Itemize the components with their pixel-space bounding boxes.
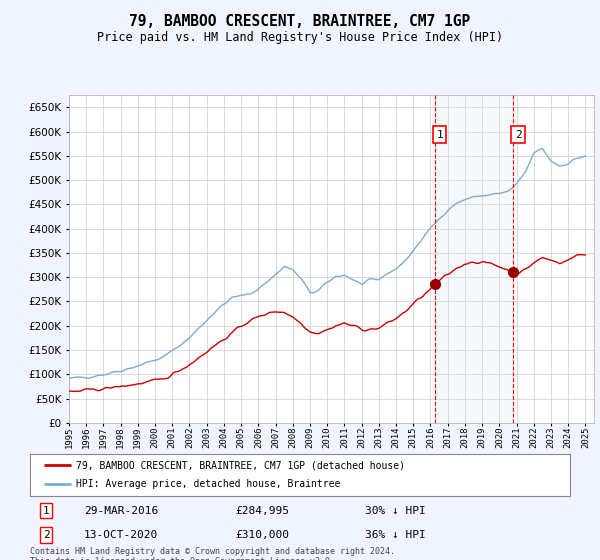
Text: £284,995: £284,995 [235,506,289,516]
Text: 36% ↓ HPI: 36% ↓ HPI [365,530,425,540]
Text: Contains HM Land Registry data © Crown copyright and database right 2024.
This d: Contains HM Land Registry data © Crown c… [30,547,395,560]
Text: 79, BAMBOO CRESCENT, BRAINTREE, CM7 1GP: 79, BAMBOO CRESCENT, BRAINTREE, CM7 1GP [130,14,470,29]
Text: 29-MAR-2016: 29-MAR-2016 [84,506,158,516]
Text: 1: 1 [43,506,50,516]
Text: £310,000: £310,000 [235,530,289,540]
Text: 13-OCT-2020: 13-OCT-2020 [84,530,158,540]
Text: 2: 2 [515,129,521,139]
Text: 2: 2 [43,530,50,540]
Text: 30% ↓ HPI: 30% ↓ HPI [365,506,425,516]
Text: 1: 1 [436,129,443,139]
Text: Price paid vs. HM Land Registry's House Price Index (HPI): Price paid vs. HM Land Registry's House … [97,31,503,44]
Text: HPI: Average price, detached house, Braintree: HPI: Average price, detached house, Brai… [76,479,340,489]
Text: 79, BAMBOO CRESCENT, BRAINTREE, CM7 1GP (detached house): 79, BAMBOO CRESCENT, BRAINTREE, CM7 1GP … [76,460,405,470]
Bar [434,95,513,423]
